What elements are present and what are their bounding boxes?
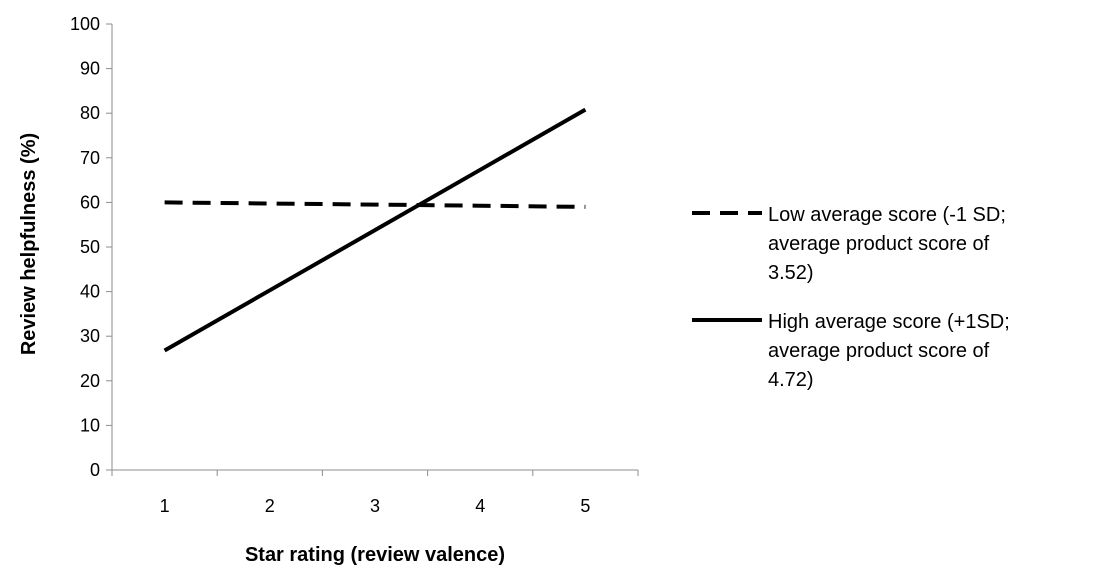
legend-label-line: High average score (+1SD; — [768, 311, 1010, 333]
x-tick-labels: 1 2 3 4 5 — [160, 496, 591, 516]
x-tick-label: 5 — [580, 496, 590, 516]
series-line-high-average — [163, 107, 587, 353]
y-tick-label: 100 — [70, 14, 100, 34]
series-line-low-average — [164, 200, 586, 209]
y-tick-label: 10 — [80, 415, 100, 435]
y-tick-label: 80 — [80, 103, 100, 123]
x-tick-label: 4 — [475, 496, 485, 516]
x-tick-label: 3 — [370, 496, 380, 516]
y-tick-label: 90 — [80, 59, 100, 79]
y-tick-label: 20 — [80, 371, 100, 391]
axes — [106, 23, 639, 476]
legend-label-line: 3.52) — [768, 262, 814, 284]
legend: Low average score (-1 SD; average produc… — [692, 204, 1010, 391]
y-tick-label: 70 — [80, 148, 100, 168]
legend-label-line: 4.72) — [768, 369, 814, 391]
legend-label-line: Low average score (-1 SD; — [768, 204, 1006, 226]
y-tick-label: 60 — [80, 192, 100, 212]
y-tick-label: 50 — [80, 237, 100, 257]
y-axis-title: Review helpfulness (%) — [18, 133, 40, 355]
x-tick-label: 2 — [265, 496, 275, 516]
legend-item-high: High average score (+1SD; average produc… — [692, 311, 1010, 391]
x-tick-label: 1 — [160, 496, 170, 516]
legend-label-line: average product score of — [768, 340, 990, 362]
y-tick-label: 40 — [80, 282, 100, 302]
y-tick-label: 30 — [80, 326, 100, 346]
y-tick-label: 0 — [90, 460, 100, 480]
plot-lines — [163, 107, 587, 353]
legend-item-low: Low average score (-1 SD; average produc… — [692, 204, 1006, 284]
legend-label-line: average product score of — [768, 233, 990, 255]
x-axis-title: Star rating (review valence) — [245, 544, 505, 566]
y-tick-labels: 0 10 20 30 40 50 60 70 80 90 100 — [70, 14, 100, 480]
